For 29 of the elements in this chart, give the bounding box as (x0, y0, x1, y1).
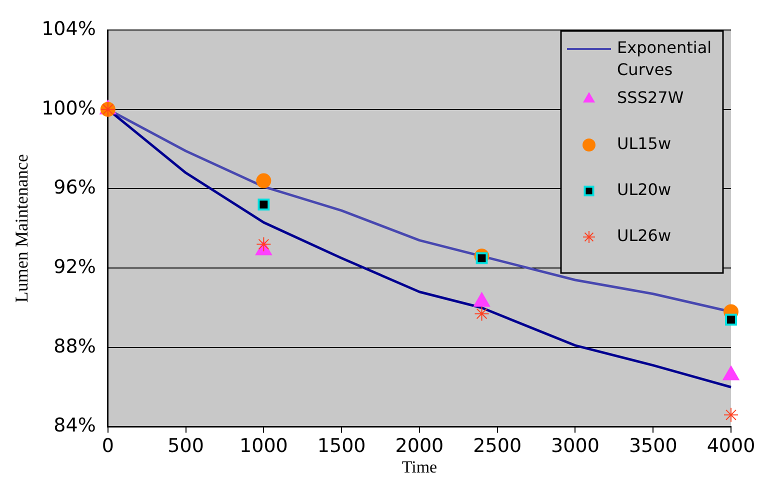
x-tick-label: 2000 (395, 435, 444, 458)
point (476, 252, 488, 264)
x-tick-label: 2500 (473, 435, 522, 458)
point (474, 306, 490, 322)
legend-label: UL20w (617, 180, 672, 200)
x-tick-label: 3000 (551, 435, 600, 458)
y-tick-label: 100% (42, 97, 96, 120)
point (258, 198, 270, 211)
legend-label: Exponential Curves (617, 38, 712, 80)
y-tick-label: 92% (54, 256, 96, 278)
point (256, 236, 272, 252)
x-tick-label: 3500 (628, 435, 678, 458)
x-tick-label: 500 (168, 435, 204, 458)
x-tick-label: 0 (102, 435, 114, 458)
x-tick-label: 4000 (706, 435, 756, 458)
x-axis-title: Time (402, 457, 438, 476)
legend-label: SSS27W (617, 88, 684, 108)
point (256, 173, 272, 188)
y-tick-label: 84% (54, 414, 96, 437)
y-tick-label: 104% (42, 18, 96, 40)
point (724, 407, 738, 422)
x-tick-label: 1500 (317, 435, 366, 458)
y-tick-label: 88% (54, 335, 96, 358)
legend-label: UL15w (617, 134, 672, 154)
y-tick-label: 96% (54, 176, 96, 199)
legend-label: UL26w (617, 226, 672, 246)
point (725, 314, 737, 326)
y-axis-title: Lumen Maintenance (12, 154, 32, 303)
x-tick-label: 1000 (240, 435, 288, 458)
